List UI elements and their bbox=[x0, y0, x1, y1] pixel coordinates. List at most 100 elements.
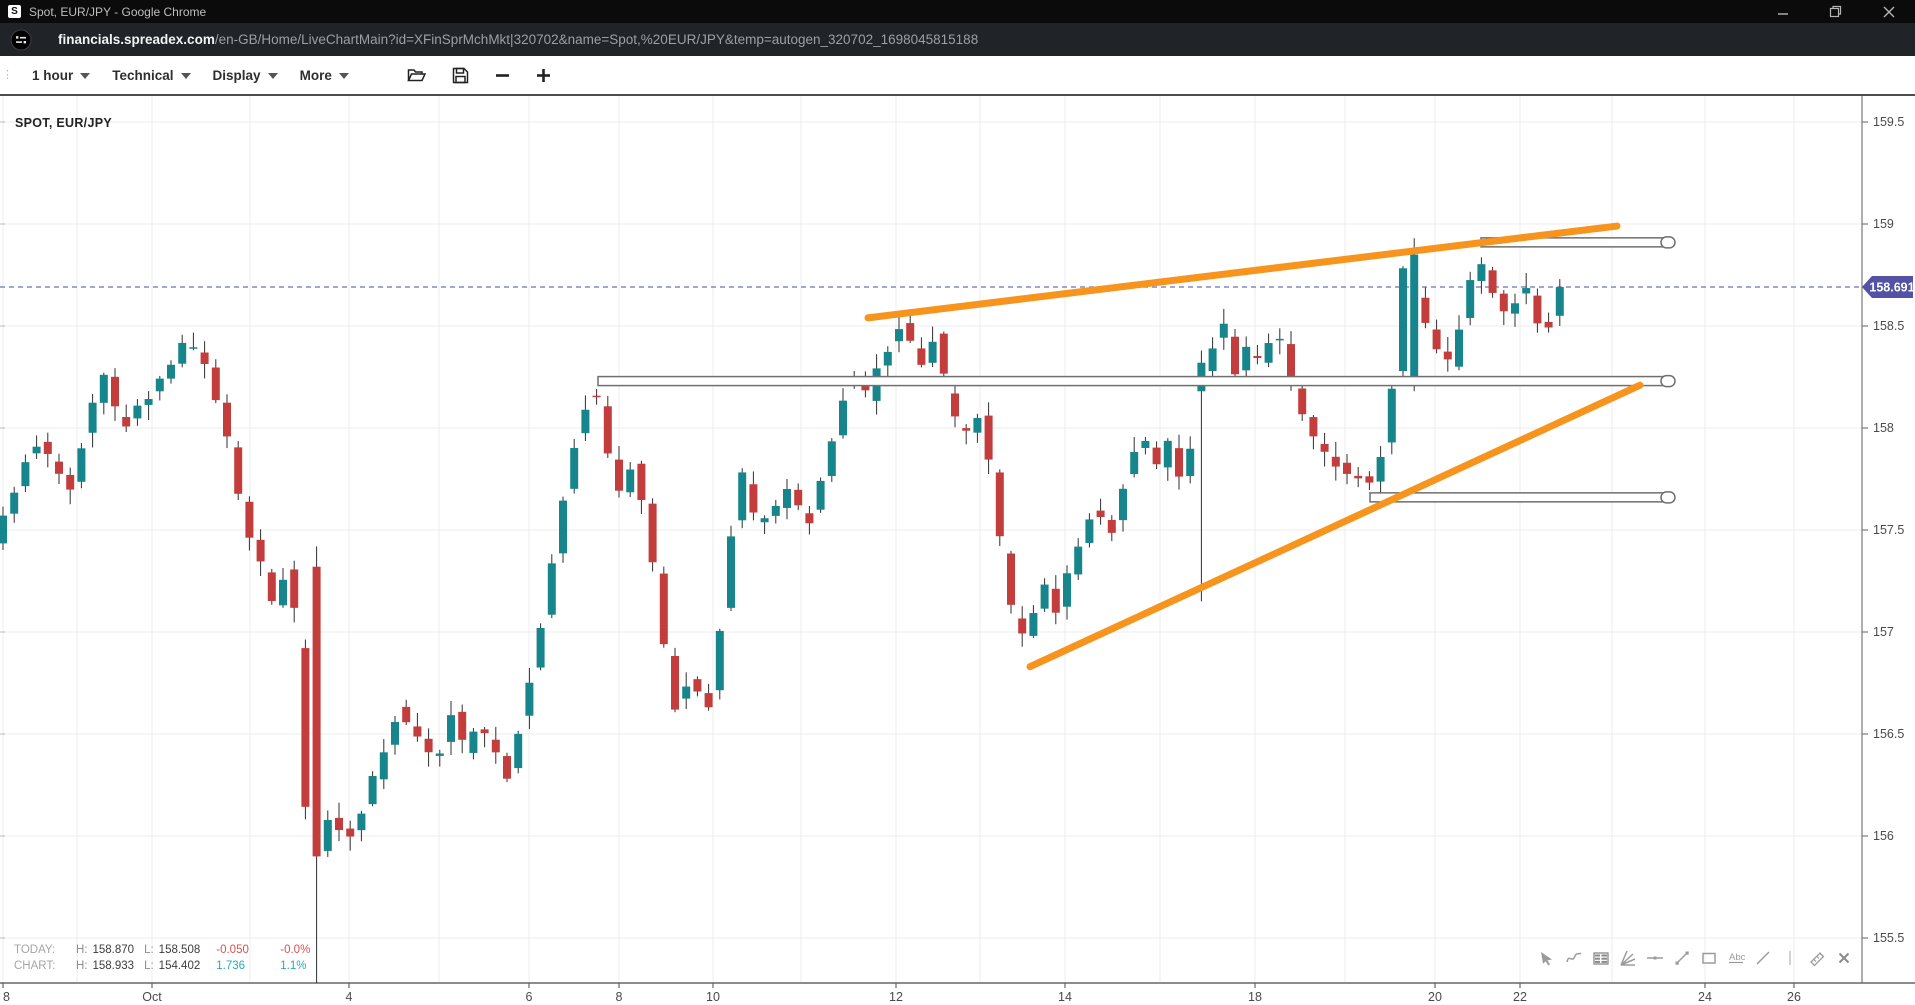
trendline-icon[interactable] bbox=[1673, 949, 1691, 967]
zoom-in-icon bbox=[536, 68, 550, 82]
chevron-down-icon bbox=[267, 73, 278, 79]
technical-label: Technical bbox=[112, 67, 174, 83]
zoom-in-button[interactable] bbox=[536, 68, 551, 83]
more-dropdown[interactable]: More bbox=[300, 68, 349, 83]
time-axis: 8 Oct 4 6 8 10 12 14 18 20 22 24 26 bbox=[2, 983, 1801, 1004]
resistance-level-top-handle[interactable] bbox=[1660, 236, 1676, 249]
minimize-button[interactable] bbox=[1756, 0, 1809, 23]
window-title: Spot, EUR/JPY - Google Chrome bbox=[29, 4, 207, 19]
horizontal-line-icon[interactable] bbox=[1646, 949, 1664, 967]
chart-stats-row: CHART: H: 158.933 L: 154.402 1.736 1.1% bbox=[14, 958, 310, 974]
diagonal-line-icon[interactable] bbox=[1754, 949, 1772, 967]
today-change-value: -0.050 bbox=[216, 944, 249, 956]
svg-text:157.5: 157.5 bbox=[1873, 523, 1904, 537]
upper-rising-trendline[interactable] bbox=[864, 222, 1621, 322]
spreadex-favicon-icon: S bbox=[8, 5, 21, 18]
close-icon[interactable] bbox=[1835, 949, 1853, 967]
fib-grid-icon[interactable] bbox=[1592, 949, 1610, 967]
url-domain: financials.spreadex.com bbox=[58, 32, 215, 47]
today-change-pct: -0.0% bbox=[280, 944, 311, 956]
chart-change-value: 1.736 bbox=[216, 960, 246, 972]
rectangle-icon[interactable] bbox=[1700, 949, 1718, 967]
high-label: H: bbox=[76, 960, 88, 972]
svg-text:158.5: 158.5 bbox=[1873, 319, 1904, 333]
candles-layer bbox=[0, 238, 1564, 983]
save-button[interactable] bbox=[452, 67, 469, 84]
today-label: TODAY: bbox=[14, 944, 56, 956]
chevron-down-icon bbox=[180, 73, 191, 79]
svg-text:18: 18 bbox=[1248, 990, 1262, 1004]
chart-label: CHART: bbox=[14, 960, 56, 972]
chart-toolbar: ⋮ 1 hour Technical Display More bbox=[0, 56, 1915, 96]
support-level-low[interactable] bbox=[1369, 492, 1666, 503]
title-bar: S Spot, EUR/JPY - Google Chrome bbox=[0, 0, 1915, 23]
chart-high-value: 158.933 bbox=[92, 960, 135, 972]
close-window-icon bbox=[1883, 6, 1894, 17]
site-logo-icon bbox=[10, 29, 32, 50]
restore-button[interactable] bbox=[1809, 0, 1862, 23]
chart-instrument-title: SPOT, EUR/JPY bbox=[15, 116, 112, 130]
text-tool-icon[interactable]: Abc bbox=[1727, 949, 1745, 967]
price-badge[interactable]: 158.691 bbox=[1862, 276, 1915, 299]
chart-region: 159.5 159 158.5 158 157.5 157 156.5 156 155.5 8 Oc… bbox=[0, 96, 1915, 1005]
resistance-level-mid-handle[interactable] bbox=[1660, 374, 1676, 388]
svg-text:Oct: Oct bbox=[142, 990, 162, 1004]
svg-text:159.5: 159.5 bbox=[1873, 115, 1904, 129]
svg-text:158.691: 158.691 bbox=[1869, 281, 1914, 295]
zoom-out-button[interactable] bbox=[495, 68, 510, 83]
technical-dropdown[interactable]: Technical bbox=[112, 67, 191, 83]
level-boxes-layer[interactable] bbox=[597, 236, 1676, 504]
price-axis: 159.5 159 158.5 158 157.5 157 156.5 156 155.5 bbox=[0, 115, 1904, 945]
open-folder-button[interactable] bbox=[407, 67, 426, 83]
svg-text:8: 8 bbox=[616, 990, 623, 1004]
zoom-out-icon bbox=[495, 73, 509, 77]
chart-change-pct: 1.1% bbox=[280, 960, 307, 972]
separator bbox=[1781, 949, 1799, 967]
restore-icon bbox=[1829, 5, 1842, 18]
chevron-down-icon bbox=[80, 73, 91, 79]
url-path: /en-GB/Home/LiveChartMain?id=XFinSprMchM… bbox=[214, 32, 979, 47]
today-high-value: 158.870 bbox=[92, 944, 135, 956]
open-folder-icon bbox=[407, 69, 426, 82]
today-low-value: 158.508 bbox=[158, 944, 201, 956]
pointer-arrow-icon[interactable] bbox=[1538, 949, 1556, 967]
svg-text:26: 26 bbox=[1787, 990, 1801, 1004]
drawing-toolbar: Abc bbox=[1529, 949, 1853, 967]
svg-text:155.5: 155.5 bbox=[1873, 931, 1904, 945]
today-stats-row: TODAY: H: 158.870 L: 158.508 -0.050 -0.0… bbox=[14, 942, 310, 958]
svg-text:22: 22 bbox=[1513, 990, 1527, 1004]
lower-rising-trendline[interactable] bbox=[1026, 381, 1644, 671]
low-label: L: bbox=[144, 944, 154, 956]
fan-lines-icon[interactable] bbox=[1619, 949, 1637, 967]
timeframe-dropdown[interactable]: 1 hour bbox=[32, 67, 91, 83]
svg-text:156: 156 bbox=[1873, 829, 1894, 843]
svg-text:14: 14 bbox=[1058, 990, 1072, 1004]
svg-text:156.5: 156.5 bbox=[1873, 727, 1904, 741]
price-stats: TODAY: H: 158.870 L: 158.508 -0.050 -0.0… bbox=[14, 942, 310, 974]
timeframe-label: 1 hour bbox=[32, 67, 74, 83]
display-dropdown[interactable]: Display bbox=[213, 68, 278, 83]
resistance-level-mid[interactable] bbox=[597, 375, 1666, 387]
support-level-low-handle[interactable] bbox=[1660, 491, 1676, 504]
svg-text:Abc: Abc bbox=[1729, 952, 1745, 963]
more-label: More bbox=[299, 67, 332, 83]
address-bar[interactable]: financials.spreadex.com/en-GB/Home/LiveC… bbox=[58, 32, 978, 47]
axes bbox=[0, 96, 1915, 984]
minimize-icon bbox=[1777, 12, 1788, 15]
low-label: L: bbox=[144, 960, 154, 972]
svg-text:6: 6 bbox=[526, 990, 533, 1004]
ruler-icon[interactable] bbox=[1808, 949, 1826, 967]
close-window-button[interactable] bbox=[1862, 0, 1915, 23]
svg-text:24: 24 bbox=[1698, 990, 1712, 1004]
high-label: H: bbox=[76, 944, 88, 956]
svg-text:10: 10 bbox=[706, 990, 720, 1004]
freehand-line-icon[interactable] bbox=[1565, 949, 1583, 967]
trendlines-layer[interactable] bbox=[864, 222, 1644, 671]
svg-text:20: 20 bbox=[1428, 990, 1442, 1004]
svg-text:157: 157 bbox=[1873, 625, 1894, 639]
svg-text:12: 12 bbox=[889, 990, 903, 1004]
save-icon bbox=[452, 67, 469, 83]
svg-text:4: 4 bbox=[346, 990, 353, 1004]
drag-handle-icon[interactable]: ⋮ bbox=[2, 69, 13, 81]
